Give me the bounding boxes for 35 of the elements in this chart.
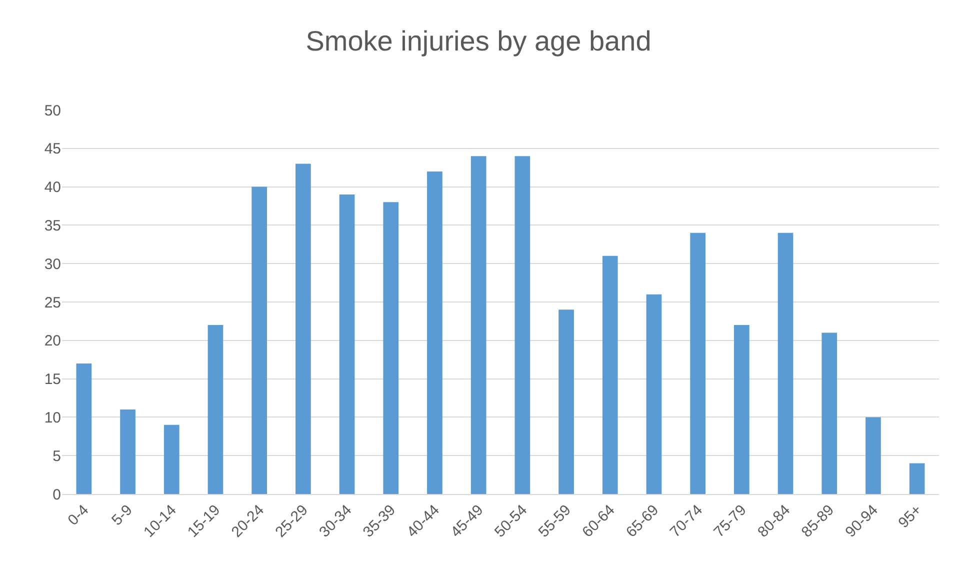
bar [690,232,706,494]
y-tick-label: 50 [44,102,61,120]
x-tick-label: 0-4 [64,502,92,529]
y-tick-label: 20 [44,332,61,350]
bar [383,202,399,494]
bar [909,463,925,494]
y-tick-label: 45 [44,140,61,158]
bar [427,171,442,494]
bar [120,410,136,494]
y-tick-label: 0 [52,486,61,504]
bar [602,256,618,494]
bar [822,332,838,494]
bar [208,325,224,494]
bar [339,194,355,494]
bar [470,156,486,494]
y-tick-label: 10 [44,409,61,426]
bar [296,164,311,494]
bar [164,424,180,494]
bar [514,156,530,494]
bar [76,363,92,494]
bar [778,232,794,494]
chart-title: Smoke injuries by age band [306,26,652,57]
y-tick-label: 35 [44,217,61,234]
y-tick-label: 25 [44,294,61,312]
bar [558,310,574,494]
y-tick-label: 40 [44,179,61,196]
bar [252,186,267,494]
bar [866,417,881,494]
bar [734,325,750,494]
x-tick-label: 95+ [895,501,926,532]
y-tick-label: 5 [52,448,61,465]
y-tick-label: 30 [44,256,61,273]
x-tick-label: 5-9 [108,502,136,529]
y-tick-label: 15 [44,371,61,388]
bar [646,294,662,494]
